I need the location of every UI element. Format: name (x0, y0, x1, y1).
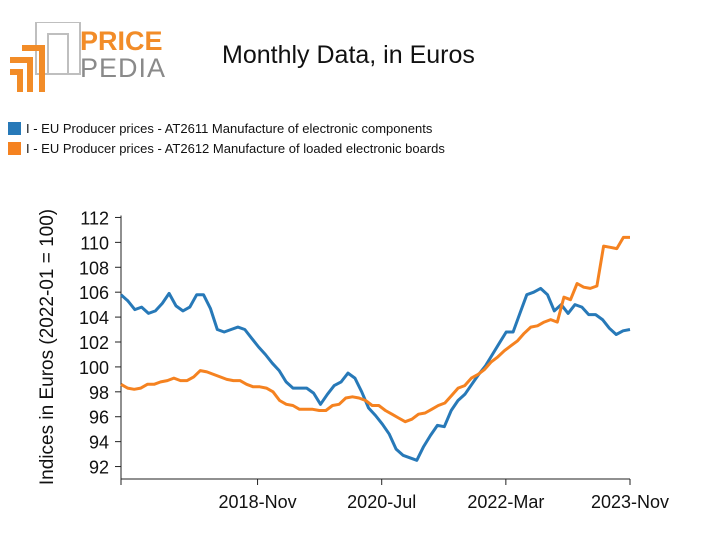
y-tick-label: 110 (80, 233, 109, 253)
y-tick-label: 112 (80, 208, 109, 228)
logo-mark-icon (10, 22, 81, 92)
logo-word-pedia: PEDIA (80, 53, 166, 83)
x-tick-label: 2020-Jul (347, 492, 416, 512)
legend-item-components[interactable]: I - EU Producer prices - AT2611 Manufact… (8, 118, 445, 138)
y-tick-label: 108 (79, 258, 109, 278)
chart-title: Monthly Data, in Euros (222, 41, 475, 69)
legend-label-components: I - EU Producer prices - AT2611 Manufact… (26, 120, 433, 136)
x-tick-label: 2023-Nov (591, 492, 669, 512)
legend-swatch-boards (8, 141, 21, 155)
logo-word-price: PRICE (80, 26, 163, 56)
x-tick-label: 2018-Nov (219, 492, 297, 512)
y-tick-label: 94 (89, 433, 109, 453)
legend: I - EU Producer prices - AT2611 Manufact… (8, 118, 445, 158)
series-line-boards[interactable] (120, 235, 630, 424)
y-axis-title: Indices in Euros (2022-01 = 100) (37, 209, 58, 485)
legend-swatch-components (8, 121, 21, 135)
y-tick-label: 104 (79, 308, 109, 328)
y-tick-label: 100 (79, 358, 109, 378)
y-tick-label: 92 (89, 458, 109, 478)
y-tick-label: 106 (79, 283, 109, 303)
legend-item-boards[interactable]: I - EU Producer prices - AT2612 Manufact… (8, 138, 445, 158)
legend-label-boards: I - EU Producer prices - AT2612 Manufact… (26, 140, 445, 156)
pricepedia-logo: PRICE PEDIA (10, 22, 166, 92)
y-tick-label: 96 (89, 408, 109, 428)
x-tick-label: 2022-Mar (467, 492, 544, 512)
y-tick-label: 98 (89, 383, 109, 403)
y-tick-label: 102 (79, 333, 109, 353)
series-line-components[interactable] (119, 286, 631, 462)
